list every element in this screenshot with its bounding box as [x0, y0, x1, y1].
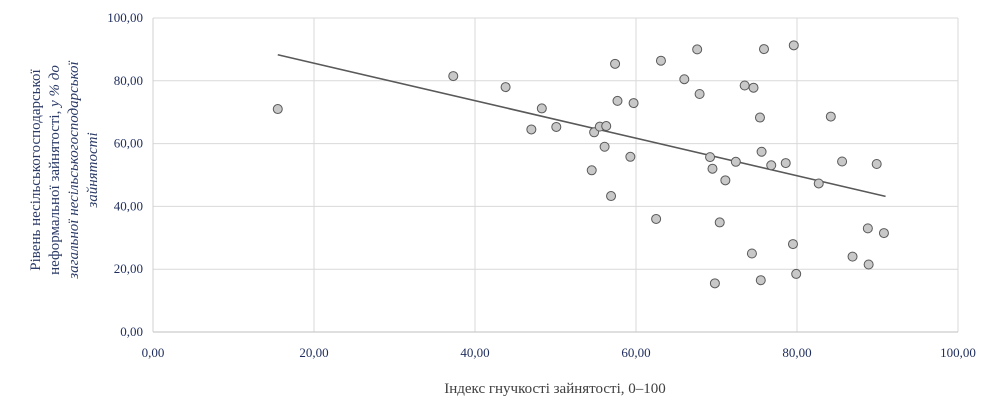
data-point — [651, 213, 662, 224]
data-point — [748, 82, 759, 93]
data-point — [500, 82, 511, 93]
data-point — [612, 95, 623, 106]
axes — [152, 18, 958, 333]
data-point — [756, 146, 767, 157]
x-tick-label: 20,00 — [299, 345, 328, 360]
data-point — [679, 74, 690, 85]
data-point — [791, 268, 802, 279]
data-point — [754, 112, 765, 123]
data-point — [863, 259, 874, 270]
x-tick-label: 40,00 — [460, 345, 489, 360]
y-axis-label-line: неформальної зайнятості, у % до — [47, 65, 63, 275]
data-point — [536, 103, 547, 114]
data-point — [599, 141, 610, 152]
data-point — [707, 163, 718, 174]
data-point — [694, 88, 705, 99]
data-point — [847, 251, 858, 262]
data-point — [825, 111, 836, 122]
data-point — [780, 158, 791, 169]
y-tick-label: 60,00 — [114, 136, 143, 151]
y-tick-label: 40,00 — [114, 198, 143, 213]
data-points — [272, 40, 889, 289]
data-point — [739, 80, 750, 91]
y-tick-label: 0,00 — [120, 324, 143, 339]
data-point — [606, 191, 617, 202]
data-point — [655, 55, 666, 66]
grid-lines — [153, 17, 959, 332]
y-axis-label: Рівень несільськогосподарської неформальн… — [28, 60, 101, 279]
data-point — [788, 40, 799, 51]
x-tick-label: 80,00 — [782, 345, 811, 360]
data-point — [730, 156, 741, 167]
x-tick-label: 100,00 — [940, 345, 976, 360]
data-point — [746, 248, 757, 259]
data-point — [787, 239, 798, 250]
data-point — [526, 124, 537, 135]
trendline-group — [277, 53, 886, 198]
data-point — [720, 175, 731, 186]
trendline — [277, 53, 886, 198]
y-tick-labels: 0,00 20,00 40,00 60,00 80,00 100,00 — [107, 10, 143, 339]
y-tick-label: 100,00 — [107, 10, 143, 25]
x-tick-label: 60,00 — [621, 345, 650, 360]
data-point — [272, 104, 283, 115]
y-tick-label: 20,00 — [114, 261, 143, 276]
data-point — [448, 71, 459, 82]
y-tick-label: 80,00 — [114, 73, 143, 88]
data-point — [705, 152, 716, 163]
data-point — [625, 151, 636, 162]
data-point — [837, 156, 848, 167]
data-point — [714, 217, 725, 228]
data-point — [709, 278, 720, 289]
y-axis-label-line: загальної несільськогосподарської — [66, 60, 82, 279]
data-point — [610, 58, 621, 69]
data-point — [766, 160, 777, 171]
data-point — [871, 159, 882, 170]
y-axis-label-line: зайнятості — [85, 132, 101, 208]
data-point — [758, 44, 769, 55]
x-tick-labels: 0,00 20,00 40,00 60,00 80,00 100,00 — [142, 345, 976, 360]
x-axis-label: Індекс гнучкості зайнятості, 0–100 — [444, 381, 666, 397]
data-point — [551, 121, 562, 132]
data-point — [628, 98, 639, 109]
data-point — [692, 44, 703, 55]
data-point — [755, 275, 766, 286]
data-point — [586, 165, 597, 176]
data-point — [813, 178, 824, 189]
data-point — [878, 228, 889, 239]
data-point — [862, 223, 873, 234]
y-axis-label-line: Рівень несільськогосподарської — [28, 68, 44, 270]
data-point — [601, 121, 612, 132]
x-tick-label: 0,00 — [142, 345, 165, 360]
